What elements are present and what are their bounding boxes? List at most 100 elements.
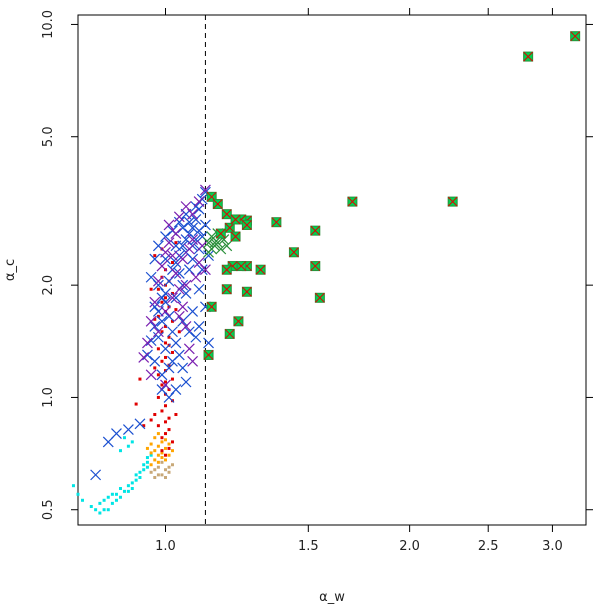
data-point — [170, 377, 174, 381]
data-point — [271, 217, 282, 228]
data-point — [152, 326, 164, 338]
data-point — [145, 369, 157, 381]
data-point — [156, 453, 160, 457]
data-point — [183, 216, 195, 228]
x-tick-label: 1.5 — [298, 539, 319, 554]
data-point — [180, 376, 192, 388]
data-point — [167, 326, 178, 338]
data-point — [230, 231, 241, 242]
data-point — [134, 473, 138, 477]
data-point — [122, 436, 126, 440]
data-point — [174, 308, 178, 312]
data-point — [160, 300, 164, 304]
data-point — [177, 362, 189, 374]
data-point — [180, 201, 192, 212]
data-point — [164, 341, 168, 345]
data-point — [130, 486, 134, 490]
data-point — [164, 453, 168, 457]
data-point — [153, 366, 157, 370]
data-point — [142, 337, 153, 349]
plot-frame — [77, 14, 587, 526]
data-point — [167, 453, 171, 457]
data-point — [156, 432, 160, 436]
data-point — [163, 362, 175, 374]
data-point — [156, 315, 168, 327]
data-point — [153, 449, 157, 453]
data-point — [160, 330, 164, 334]
data-point — [149, 453, 153, 457]
data-point — [138, 476, 142, 480]
data-point — [183, 243, 195, 255]
data-point — [149, 442, 153, 446]
data-point — [149, 287, 153, 291]
data-point — [164, 404, 168, 408]
data-points — [71, 31, 581, 515]
data-point — [149, 301, 161, 313]
data-point — [149, 463, 153, 467]
data-point — [160, 409, 164, 413]
data-point — [167, 335, 171, 339]
data-point — [153, 413, 157, 417]
data-point — [190, 201, 202, 212]
data-point — [193, 225, 205, 237]
data-point — [164, 446, 168, 450]
data-point — [118, 495, 122, 499]
data-point — [224, 328, 235, 339]
data-point — [98, 511, 102, 515]
data-point — [187, 355, 199, 367]
data-point — [160, 343, 171, 355]
data-point — [167, 428, 171, 432]
data-point — [310, 261, 321, 272]
data-point — [255, 264, 266, 275]
data-point — [160, 306, 171, 317]
data-point — [152, 279, 164, 291]
data-point — [138, 377, 142, 381]
data-point — [138, 352, 150, 363]
data-point — [183, 343, 195, 355]
data-point — [173, 310, 185, 322]
data-point — [149, 418, 153, 422]
data-point — [156, 465, 160, 469]
data-point — [206, 231, 218, 242]
data-point — [212, 199, 223, 210]
data-point — [164, 355, 168, 359]
data-point — [145, 460, 149, 464]
data-point — [76, 492, 80, 496]
data-point — [221, 264, 232, 275]
data-point — [98, 501, 102, 505]
data-point — [203, 250, 214, 262]
data-point — [156, 424, 160, 428]
data-point — [167, 416, 171, 420]
data-point — [170, 257, 182, 268]
data-point — [170, 261, 174, 265]
data-point — [177, 222, 189, 234]
data-point — [153, 476, 157, 480]
data-point — [149, 321, 161, 332]
data-point — [160, 288, 171, 299]
y-tick-label: 5.0 — [41, 126, 56, 147]
data-point — [142, 424, 146, 428]
data-point — [177, 301, 189, 313]
data-point — [152, 331, 164, 343]
data-point — [199, 264, 211, 276]
data-point — [160, 359, 164, 363]
data-point — [163, 219, 175, 231]
data-point — [187, 208, 199, 220]
data-point — [156, 460, 160, 464]
data-point — [142, 463, 146, 467]
y-tick-label: 1.0 — [41, 387, 56, 408]
data-point — [94, 508, 98, 512]
data-point — [160, 231, 171, 242]
data-point — [187, 306, 199, 317]
data-point — [126, 484, 130, 488]
data-point — [167, 446, 171, 450]
data-point — [183, 264, 195, 276]
data-point — [170, 440, 174, 444]
data-point — [160, 296, 171, 308]
data-point — [170, 291, 174, 295]
data-point — [170, 463, 174, 467]
data-point — [114, 498, 118, 502]
data-point — [80, 498, 84, 502]
data-point — [160, 460, 164, 464]
data-point — [241, 219, 252, 230]
